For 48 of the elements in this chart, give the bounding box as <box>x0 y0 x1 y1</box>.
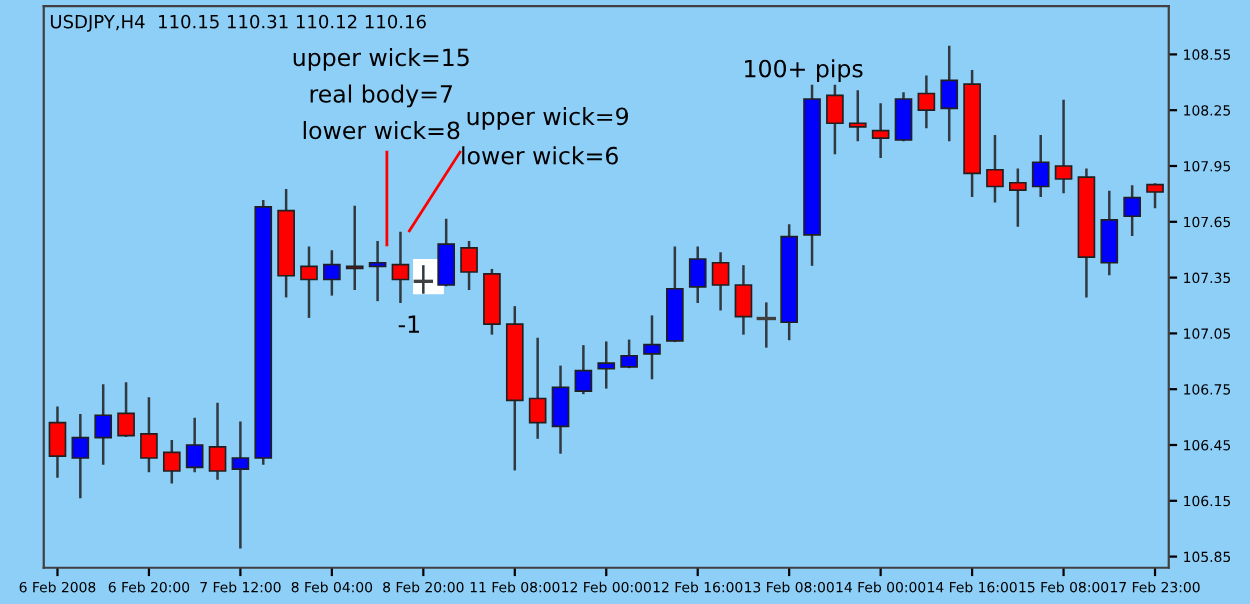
candlestick <box>1054 99 1073 194</box>
candlestick <box>208 402 227 480</box>
candlestick <box>734 265 753 335</box>
candlestick <box>300 246 318 318</box>
candlestick <box>1031 134 1050 198</box>
candlestick <box>620 339 638 369</box>
annotation: upper wick=15 <box>293 47 469 71</box>
candlestick <box>826 84 844 155</box>
candlestick <box>71 413 90 499</box>
chart-title: USDJPY,H4 110.15 110.31 110.12 110.16 <box>50 14 426 32</box>
annotation: 100+ pips <box>745 59 863 83</box>
candlestick <box>48 406 67 478</box>
candlestick <box>1008 168 1027 227</box>
candlestick <box>437 218 456 287</box>
candlestick <box>460 241 478 291</box>
candlestick <box>231 421 250 549</box>
candlestick <box>711 252 730 311</box>
candlestick <box>643 315 661 380</box>
candlestick <box>848 90 867 142</box>
candlestick <box>323 250 341 296</box>
candlestick <box>413 265 433 294</box>
candlestick <box>1146 183 1164 209</box>
annotation: real body=7 <box>310 84 452 108</box>
candlestick <box>986 134 1004 203</box>
candlestick <box>917 75 936 129</box>
candlestick <box>574 345 593 395</box>
annotation: lower wick=8 <box>303 121 460 140</box>
candlestick <box>528 337 547 439</box>
candlestick <box>756 302 776 348</box>
candlestick <box>117 382 135 437</box>
annotation: lower wick=6 <box>462 146 618 165</box>
candlestick <box>1123 185 1142 237</box>
candlestick <box>894 92 913 142</box>
candlestick <box>185 417 204 473</box>
candlestick <box>391 231 410 304</box>
candlestick <box>368 241 387 302</box>
candlestick <box>551 365 570 454</box>
annotation: -1 <box>398 315 419 333</box>
candlestick <box>1100 190 1119 276</box>
candlestick <box>940 45 959 142</box>
candlestick <box>597 341 616 389</box>
candlestick <box>162 440 181 484</box>
candlestick <box>871 103 890 158</box>
candlestick <box>688 246 707 304</box>
annotation: upper wick=9 <box>467 106 628 130</box>
candlestick <box>94 384 113 465</box>
candlestick <box>345 205 364 291</box>
candlestick <box>140 397 158 473</box>
